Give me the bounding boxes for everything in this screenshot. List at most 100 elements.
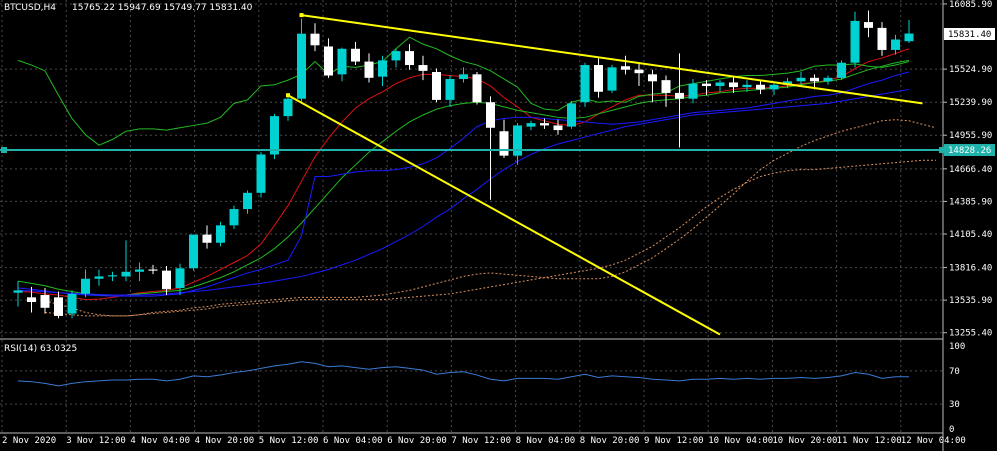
candle-body bbox=[540, 123, 549, 126]
bullish-candle bbox=[13, 281, 23, 307]
rsi-line bbox=[17, 361, 909, 387]
candle-body bbox=[648, 74, 657, 82]
bearish-candle bbox=[324, 38, 333, 78]
candle-body bbox=[216, 225, 225, 243]
bullish-candle bbox=[229, 205, 239, 229]
bearish-candle bbox=[405, 44, 414, 70]
candle-body bbox=[513, 125, 522, 156]
rsi-tick-label: 70 bbox=[949, 367, 960, 377]
bearish-candle bbox=[594, 58, 603, 98]
ichimoku-layer bbox=[44, 119, 937, 317]
bullish-candle bbox=[823, 75, 833, 85]
bullish-candle bbox=[67, 290, 77, 319]
candle-body bbox=[486, 102, 495, 128]
rsi-layer bbox=[17, 361, 909, 387]
candle-body bbox=[270, 116, 279, 155]
candle-body bbox=[432, 72, 441, 100]
candle-body bbox=[459, 74, 468, 79]
x-tick-label: 6 Nov 20:00 bbox=[387, 436, 447, 446]
x-tick-label: 9 Nov 12:00 bbox=[644, 436, 704, 446]
candle-body bbox=[756, 84, 765, 90]
candle-body bbox=[526, 123, 536, 127]
candle-body bbox=[715, 82, 725, 86]
y-tick-label: 14955.90 bbox=[949, 131, 992, 141]
chart-header-symbol: BTCUSD,H4 bbox=[4, 3, 56, 13]
candle-body bbox=[769, 84, 779, 90]
bullish-candle bbox=[837, 60, 846, 81]
candle-body bbox=[162, 270, 171, 290]
candle-body bbox=[378, 60, 387, 77]
candle-body bbox=[796, 77, 806, 82]
grid-layer bbox=[0, 0, 944, 451]
trendline-anchor bbox=[299, 13, 304, 18]
level-handle-right bbox=[939, 147, 945, 154]
candle-body bbox=[337, 48, 347, 75]
bullish-candle bbox=[243, 190, 252, 214]
candle-body bbox=[688, 83, 698, 99]
bullish-candle bbox=[270, 113, 279, 160]
x-tick-label: 7 Nov 12:00 bbox=[451, 436, 511, 446]
bearish-candle bbox=[418, 55, 428, 81]
bearish-candle bbox=[54, 291, 63, 319]
candle-body bbox=[81, 278, 90, 294]
candle-body bbox=[850, 20, 860, 63]
x-tick-label: 11 Nov 12:00 bbox=[837, 436, 902, 446]
bearish-candle bbox=[432, 68, 441, 103]
trendline bbox=[301, 14, 923, 105]
level-handle-left bbox=[1, 147, 7, 154]
candle-body bbox=[621, 66, 630, 70]
ma_blue-line bbox=[17, 71, 910, 297]
candle-body bbox=[661, 80, 671, 93]
y-tick-label: 15239.90 bbox=[949, 98, 992, 108]
bearish-candle bbox=[877, 22, 887, 56]
bearish-candle bbox=[702, 80, 711, 96]
current-price-badge-bg bbox=[944, 28, 995, 40]
y-tick-label: 13535.90 bbox=[949, 296, 992, 306]
bearish-candle bbox=[40, 288, 50, 314]
x-tick-label: 8 Nov 20:00 bbox=[580, 436, 640, 446]
candle-body bbox=[864, 22, 873, 28]
bullish-candle bbox=[378, 55, 387, 86]
trendline bbox=[287, 94, 721, 336]
bullish-candle bbox=[189, 234, 198, 271]
bullish-candle bbox=[904, 20, 914, 44]
chart-header-ohlc: 15765.22 15947.69 15749.77 15831.40 bbox=[72, 3, 253, 13]
x-tick-label: 2 Nov 2020 bbox=[2, 436, 56, 446]
bullish-candle bbox=[94, 269, 104, 286]
bearish-candle bbox=[621, 55, 630, 75]
candle-body bbox=[634, 69, 644, 74]
bearish-candle bbox=[499, 119, 509, 158]
bullish-candle bbox=[580, 62, 590, 107]
bullish-candle bbox=[256, 152, 266, 198]
bearish-candle bbox=[661, 75, 671, 107]
bullish-candle bbox=[796, 72, 806, 85]
candle-body bbox=[391, 51, 401, 61]
candle-body bbox=[594, 65, 603, 92]
bearish-candle bbox=[148, 264, 158, 275]
level-price-badge: 14828.26 bbox=[948, 146, 991, 156]
rsi-tick-label: 100 bbox=[949, 342, 965, 352]
candle-body bbox=[202, 234, 212, 243]
bullish-candle bbox=[337, 47, 347, 82]
candle-body bbox=[40, 295, 50, 308]
drawings-layer bbox=[0, 13, 945, 336]
x-tick-label: 12 Nov 04:00 bbox=[901, 436, 966, 446]
bullish-candle bbox=[283, 95, 293, 121]
candle-body bbox=[877, 27, 887, 50]
x-tick-label: 3 Nov 12:00 bbox=[66, 436, 126, 446]
candle-body bbox=[175, 268, 185, 289]
x-tick-label: 5 Nov 12:00 bbox=[259, 436, 319, 446]
bearish-candle bbox=[864, 10, 873, 38]
bearish-candle bbox=[648, 69, 657, 103]
candle-body bbox=[837, 62, 846, 78]
candle-body bbox=[310, 33, 320, 46]
bullish-candle bbox=[567, 101, 576, 129]
y-tick-label: 16085.90 bbox=[949, 0, 992, 10]
bullish-candle bbox=[175, 263, 185, 296]
candle-body bbox=[94, 276, 104, 279]
trendline-anchor bbox=[286, 93, 290, 98]
candle-body bbox=[702, 83, 711, 86]
candle-body bbox=[148, 269, 158, 271]
candle-body bbox=[445, 78, 455, 100]
